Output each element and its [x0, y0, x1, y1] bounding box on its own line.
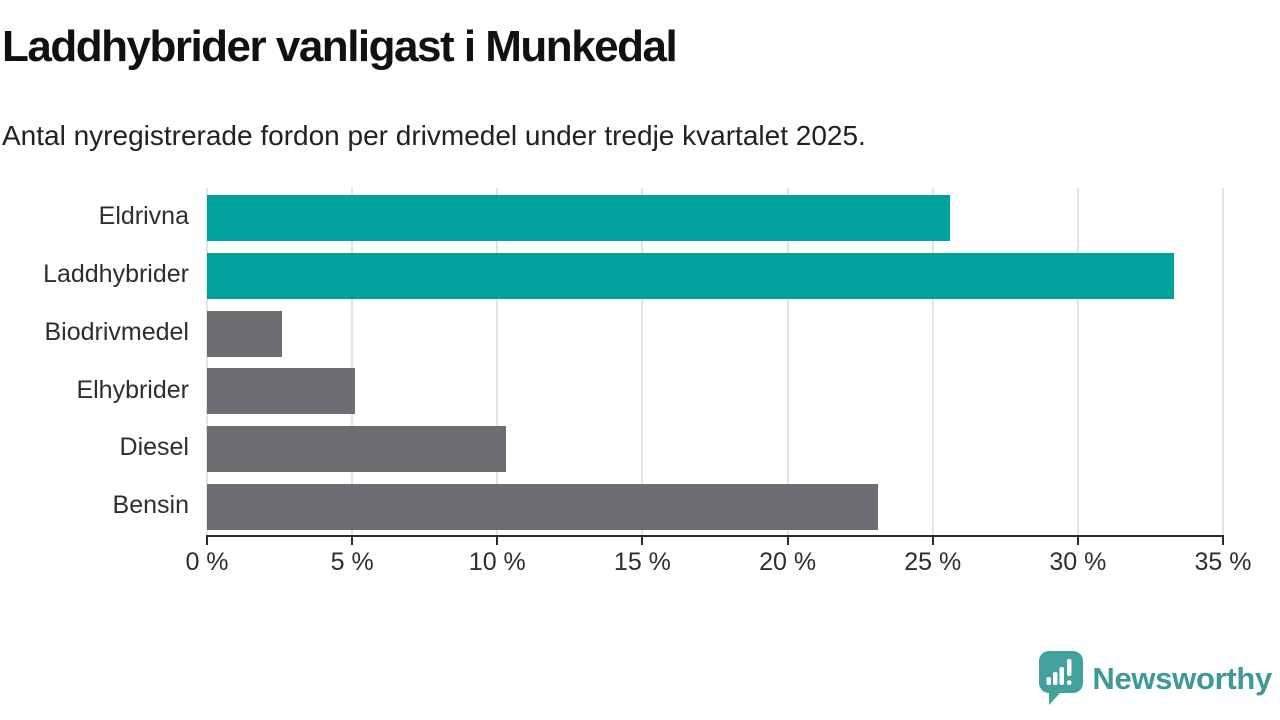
bar-laddhybrider: [207, 252, 1174, 299]
bar-row: Eldrivna: [99, 188, 1223, 246]
x-axis-tick: [496, 535, 499, 545]
bar-elhybrider: [207, 368, 356, 415]
bar-chart-speech-bubble-icon: [1039, 651, 1084, 705]
x-axis-tick: [206, 535, 208, 545]
x-axis: 0 % 5 % 10 % 15 % 20 % 25 % 30 % 35 %: [185, 535, 1251, 576]
x-axis-tick: [931, 535, 934, 545]
x-axis-tick: [641, 535, 644, 545]
category-label-bensin: Bensin: [112, 491, 189, 520]
x-axis-tick-label: 15 %: [613, 548, 671, 576]
newsworthy-logo: Newsworthy: [1039, 651, 1272, 706]
bar-row: Elhybrider: [76, 362, 1223, 420]
gridline: [351, 188, 354, 535]
gridline: [1076, 188, 1079, 535]
x-axis-tick-label: 35 %: [1194, 548, 1252, 576]
gridline: [641, 188, 644, 535]
x-axis-tick-label: 20 %: [759, 548, 817, 576]
x-axis-tick-label: 25 %: [904, 548, 962, 576]
category-label-diesel: Diesel: [119, 433, 189, 462]
bar-row: Diesel: [120, 419, 1223, 477]
plot-area: Eldrivna Laddhybrider Biodrivmedel Elhybrid…: [43, 188, 1251, 576]
chart-title: Laddhybrider vanligast i Munkedal: [2, 22, 678, 71]
gridline: [931, 188, 934, 535]
gridline: [206, 188, 208, 535]
x-axis-tick-label: 30 %: [1049, 548, 1107, 576]
bar-row: Laddhybrider: [43, 246, 1223, 304]
bar-eldrivna: [207, 194, 951, 241]
category-label-laddhybrider: Laddhybrider: [43, 259, 189, 288]
x-axis-tick: [786, 535, 789, 545]
category-label-biodrivmedel: Biodrivmedel: [44, 317, 189, 346]
x-axis-tick: [351, 535, 354, 545]
bar-diesel: [207, 426, 506, 473]
bar-biodrivmedel: [207, 310, 283, 357]
gridline: [1222, 188, 1224, 535]
x-axis-tick-label: 0 %: [185, 548, 229, 576]
category-label-eldrivna: Eldrivna: [98, 202, 189, 230]
gridline: [496, 188, 499, 535]
bar-row: Biodrivmedel: [44, 304, 1223, 362]
gridline: [786, 188, 789, 535]
chart-subtitle: Antal nyregistrerade fordon per drivmede…: [2, 120, 866, 151]
bar-bensin: [207, 484, 878, 531]
x-axis-tick-label: 10 %: [468, 548, 526, 576]
bar-row: Bensin: [113, 477, 1223, 535]
category-label-elhybrider: Elhybrider: [76, 375, 189, 404]
newsworthy-logo-text: Newsworthy: [1092, 660, 1272, 696]
x-axis-tick: [1222, 535, 1224, 545]
x-axis-tick-label: 5 %: [330, 548, 374, 576]
x-axis-tick: [1076, 535, 1079, 545]
